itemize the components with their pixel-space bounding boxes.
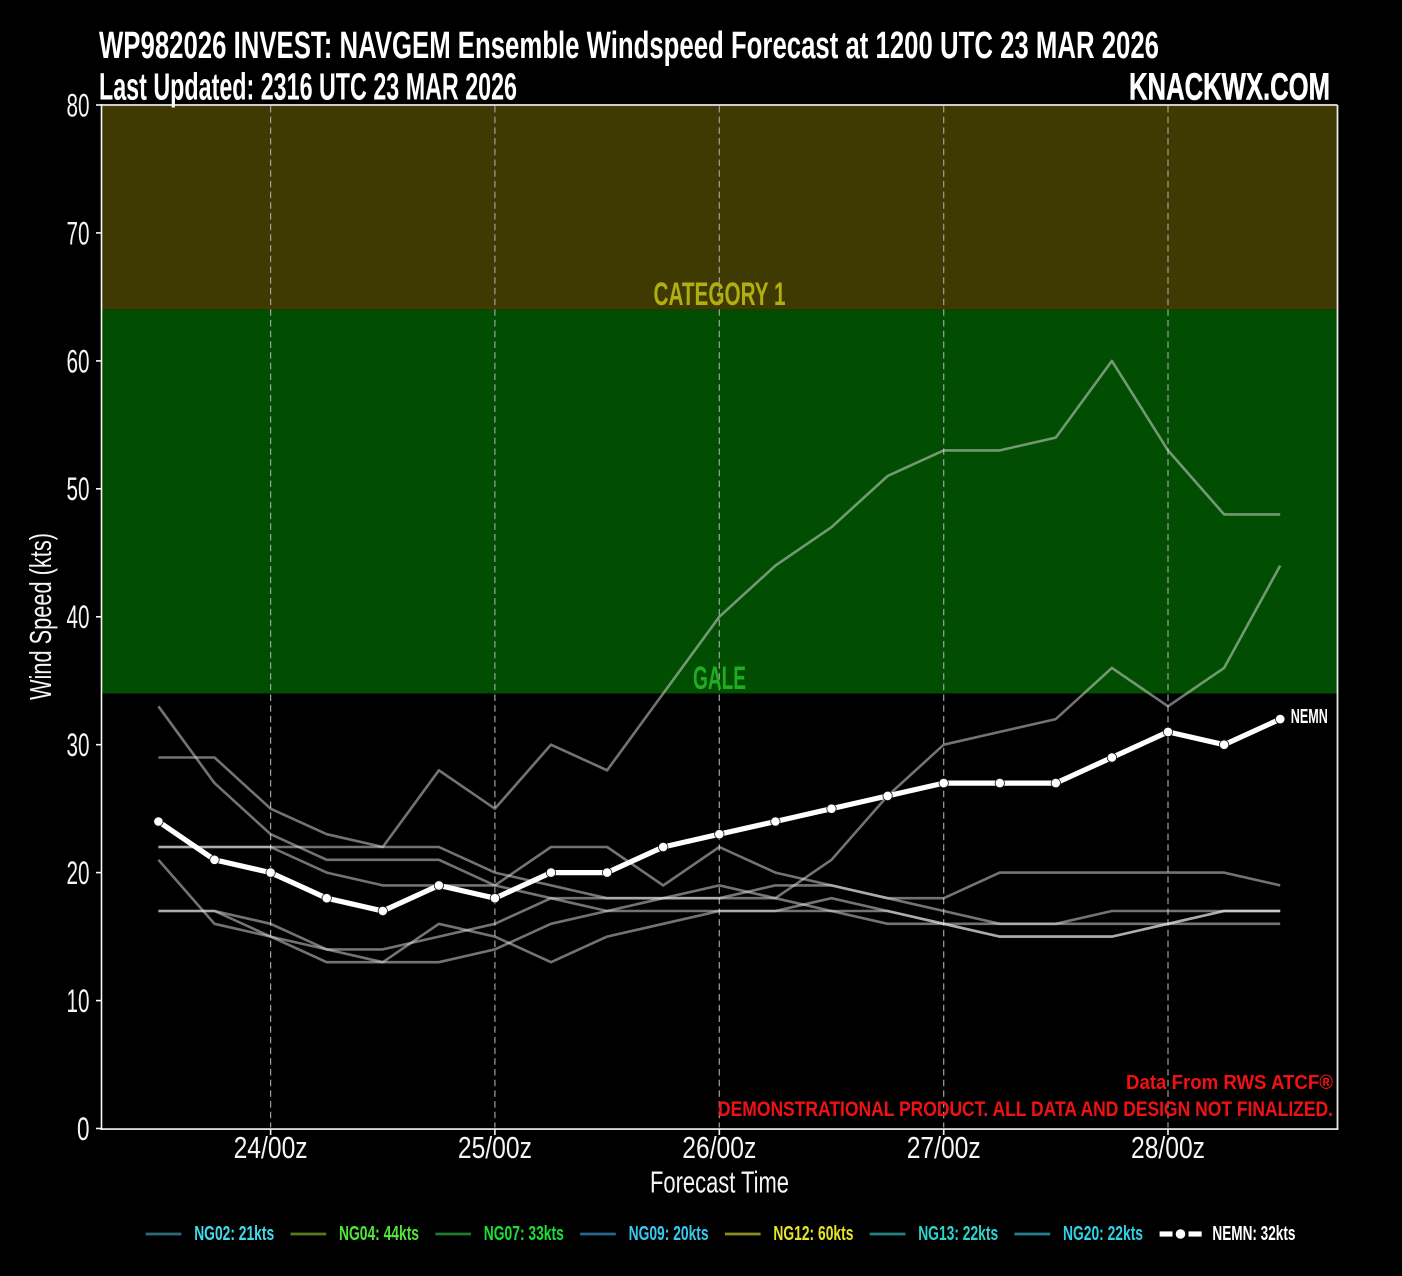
- svg-text:Data From RWS ATCF®: Data From RWS ATCF®: [1126, 1072, 1333, 1094]
- svg-text:27/00z: 27/00z: [907, 1130, 981, 1165]
- svg-text:NG02: 21kts: NG02: 21kts: [194, 1223, 274, 1245]
- svg-text:40: 40: [67, 599, 90, 635]
- svg-text:60: 60: [67, 343, 90, 379]
- svg-text:10: 10: [67, 983, 90, 1019]
- svg-text:50: 50: [67, 471, 90, 507]
- svg-text:NG13: 22kts: NG13: 22kts: [918, 1223, 998, 1245]
- svg-text:70: 70: [67, 215, 90, 251]
- svg-text:28/00z: 28/00z: [1131, 1130, 1205, 1165]
- svg-text:NG09: 20kts: NG09: 20kts: [629, 1223, 709, 1245]
- svg-text:25/00z: 25/00z: [458, 1130, 532, 1165]
- svg-text:Last Updated: 2316 UTC 23 MAR: Last Updated: 2316 UTC 23 MAR 2026: [99, 67, 517, 109]
- svg-text:NG04: 44kts: NG04: 44kts: [339, 1223, 419, 1245]
- svg-text:NEMN: NEMN: [1291, 706, 1328, 728]
- svg-text:Wind Speed (kts): Wind Speed (kts): [23, 533, 58, 700]
- svg-text:26/00z: 26/00z: [682, 1130, 756, 1165]
- svg-text:NG07: 33kts: NG07: 33kts: [484, 1223, 564, 1245]
- svg-text:GALE: GALE: [693, 660, 746, 696]
- svg-text:Forecast Time: Forecast Time: [650, 1165, 789, 1200]
- svg-text:0: 0: [77, 1111, 90, 1147]
- svg-text:20: 20: [67, 855, 90, 891]
- svg-text:WP982026 INVEST: NAVGEM Ensemb: WP982026 INVEST: NAVGEM Ensemble Windspe…: [99, 25, 1159, 67]
- svg-text:80: 80: [67, 87, 90, 123]
- svg-text:30: 30: [67, 727, 90, 763]
- svg-text:NG20: 22kts: NG20: 22kts: [1063, 1223, 1143, 1245]
- svg-text:KNACKWX.COM: KNACKWX.COM: [1129, 67, 1330, 109]
- svg-text:NEMN: 32kts: NEMN: 32kts: [1212, 1223, 1295, 1245]
- svg-text:NG12: 60kts: NG12: 60kts: [773, 1223, 853, 1245]
- svg-text:DEMONSTRATIONAL PRODUCT. ALL D: DEMONSTRATIONAL PRODUCT. ALL DATA AND DE…: [718, 1098, 1333, 1121]
- svg-text:CATEGORY 1: CATEGORY 1: [654, 276, 786, 312]
- svg-text:24/00z: 24/00z: [234, 1130, 308, 1165]
